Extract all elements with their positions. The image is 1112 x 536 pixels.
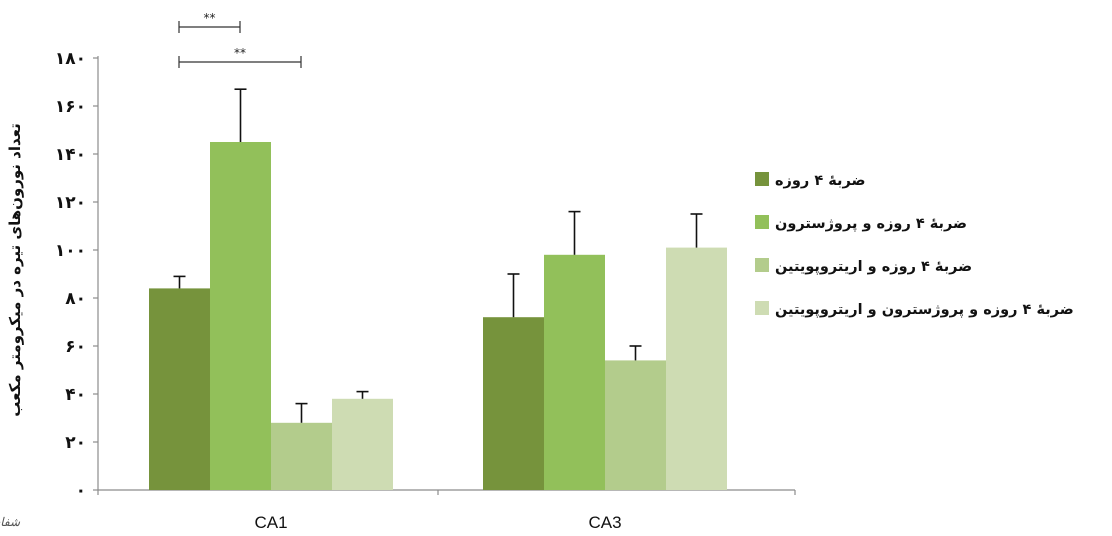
y-tick-label: ۱۲۰ <box>55 193 86 213</box>
legend: ضربهٔ ۴ روزه ضربهٔ ۴ روزه و پروژسترون ضربه… <box>755 172 1074 318</box>
bar <box>149 288 210 490</box>
legend-swatch <box>755 215 769 229</box>
y-tick-label: ۱۰۰ <box>55 241 86 261</box>
x-tick-label: CA1 <box>254 513 287 532</box>
y-tick-label: ۴۰ <box>65 385 86 405</box>
bar <box>544 254 605 490</box>
significance-label: ** <box>204 11 216 25</box>
legend-label: ضربهٔ ۴ روزه و پروژسترون <box>775 216 967 232</box>
watermark-logo: شفای ختم <box>0 515 21 529</box>
bar <box>271 422 332 490</box>
significance-label: ** <box>234 46 246 60</box>
y-tick-label: ۰ <box>76 481 86 501</box>
y-tick-label: ۱۸۰ <box>55 49 86 69</box>
bar <box>332 398 393 490</box>
legend-swatch <box>755 258 769 272</box>
bar <box>666 247 727 490</box>
legend-label: ضربهٔ ۴ روزه و پروژسترون و اریتروپویتین <box>775 302 1074 318</box>
y-tick-label: ۱۶۰ <box>55 97 86 117</box>
y-tick-label: ۶۰ <box>65 337 86 357</box>
plot-area: ۰ ۲۰ ۴۰ ۶۰ ۸۰ ۱۰۰ ۱۲۰ ۱۴۰ ۱۶۰ ۱۸۰ CA1 CA3 ** ** <box>55 11 796 532</box>
legend-swatch <box>755 301 769 315</box>
legend-label: ضربهٔ ۴ روزه <box>775 173 866 189</box>
x-tick-label: CA3 <box>588 513 621 532</box>
y-tick-label: ۸۰ <box>65 289 86 309</box>
y-tick-label: ۲۰ <box>65 433 86 453</box>
bar <box>605 360 666 490</box>
bar <box>483 317 544 490</box>
y-axis-label: تعداد نورون‌های تیره در میکرومتر مکعب <box>6 123 24 416</box>
legend-label: ضربهٔ ۴ روزه و اریتروپویتین <box>775 259 972 275</box>
y-tick-label: ۱۴۰ <box>55 145 86 165</box>
legend-swatch <box>755 172 769 186</box>
bar <box>210 142 271 490</box>
